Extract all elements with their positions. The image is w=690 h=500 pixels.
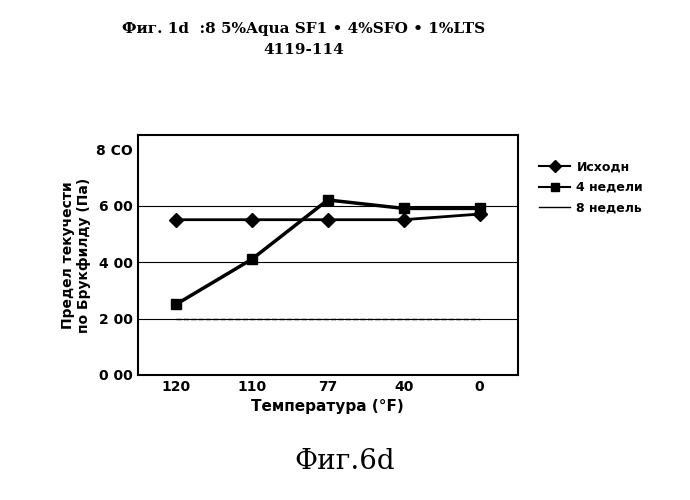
Исходн bbox=[475, 211, 484, 217]
Line: Исходн: Исходн bbox=[171, 209, 484, 224]
Исходн bbox=[324, 216, 332, 222]
Исходн bbox=[172, 216, 180, 222]
8 недель bbox=[172, 316, 180, 322]
8 недель bbox=[324, 316, 332, 322]
4 недели bbox=[400, 206, 408, 212]
8 недель bbox=[248, 316, 256, 322]
Text: Фиг. 1d  :8 5%Aqua SF1 • 4%SFO • 1%LTS: Фиг. 1d :8 5%Aqua SF1 • 4%SFO • 1%LTS bbox=[122, 22, 485, 36]
Исходн bbox=[400, 216, 408, 222]
X-axis label: Температура (°F): Температура (°F) bbox=[251, 400, 404, 414]
Line: 4 недели: 4 недели bbox=[171, 195, 484, 310]
Legend: Исходн, 4 недели, 8 недель: Исходн, 4 недели, 8 недель bbox=[539, 160, 643, 214]
4 недели bbox=[248, 256, 256, 262]
Text: 4119-114: 4119-114 bbox=[263, 42, 344, 56]
4 недели bbox=[475, 206, 484, 212]
8 недель bbox=[475, 316, 484, 322]
Text: Фиг.6d: Фиг.6d bbox=[295, 448, 395, 475]
8 недель bbox=[400, 316, 408, 322]
Исходн bbox=[248, 216, 256, 222]
4 недели bbox=[324, 197, 332, 203]
4 недели bbox=[172, 302, 180, 308]
Y-axis label: Предел текучести
по Брукфилду (Па): Предел текучести по Брукфилду (Па) bbox=[61, 178, 91, 332]
